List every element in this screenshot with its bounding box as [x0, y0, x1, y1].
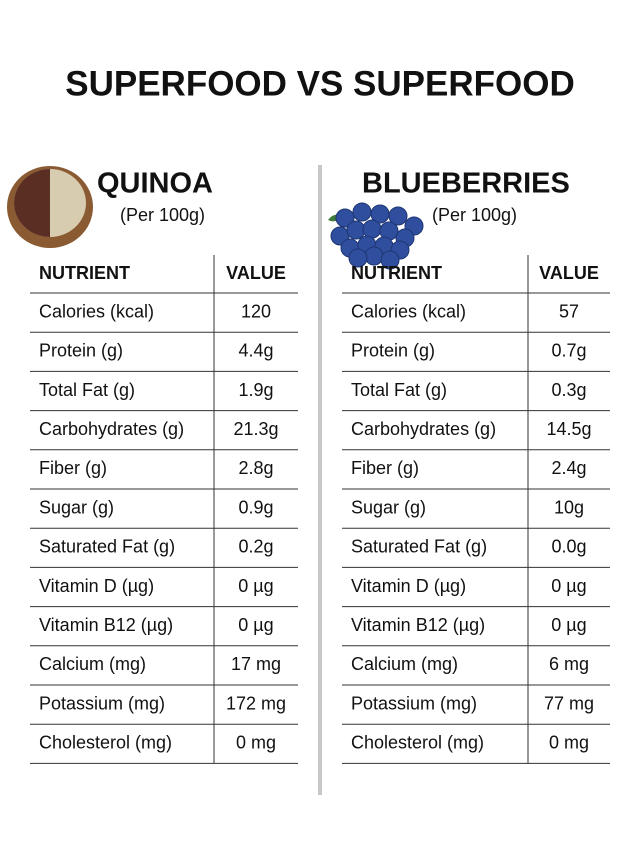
nutrient-cell: Vitamin B12 (µg) [351, 615, 485, 635]
value-cell: 77 mg [544, 693, 594, 713]
nutrient-cell: Sugar (g) [351, 497, 426, 517]
nutrient-cell: Protein (g) [39, 341, 123, 361]
value-cell: 0.0g [551, 537, 586, 557]
berry [388, 206, 408, 226]
value-cell: 0.3g [551, 380, 586, 400]
blueberries-image [328, 202, 424, 270]
value-cell: 57 [559, 301, 579, 321]
nutrient-cell: Carbohydrates (g) [39, 419, 184, 439]
nutrient-cell: Fiber (g) [39, 458, 107, 478]
nutrient-cell: Calories (kcal) [351, 301, 466, 321]
value-cell: 0 mg [236, 733, 276, 753]
nutrient-cell: Total Fat (g) [351, 380, 447, 400]
value-cell: 2.4g [551, 458, 586, 478]
berry [352, 202, 372, 222]
nutrient-cell: Vitamin D (µg) [39, 576, 154, 596]
table-header: NUTRIENT [351, 263, 442, 283]
berry [348, 248, 368, 268]
nutrient-cell: Cholesterol (mg) [39, 733, 172, 753]
berry [346, 220, 366, 240]
page-title: SUPERFOOD VS SUPERFOOD [65, 64, 575, 103]
nutrient-cell: Sugar (g) [39, 497, 114, 517]
table-header: NUTRIENT [39, 263, 130, 283]
value-cell: 4.4g [238, 341, 273, 361]
value-cell: 0 µg [551, 615, 586, 635]
value-cell: 172 mg [226, 693, 286, 713]
value-cell: 10g [554, 497, 584, 517]
table-header: VALUE [226, 263, 286, 283]
nutrient-cell: Cholesterol (mg) [351, 733, 484, 753]
table-header: VALUE [539, 263, 599, 283]
value-cell: 1.9g [238, 380, 273, 400]
panel-name: BLUEBERRIES [362, 168, 570, 200]
value-cell: 0 mg [549, 733, 589, 753]
nutrient-cell: Calcium (mg) [351, 654, 458, 674]
nutrient-cell: Protein (g) [351, 341, 435, 361]
nutrient-cell: Fiber (g) [351, 458, 419, 478]
nutrient-cell: Potassium (mg) [39, 693, 165, 713]
value-cell: 17 mg [231, 654, 281, 674]
nutrient-cell: Total Fat (g) [39, 380, 135, 400]
value-cell: 0 µg [238, 576, 273, 596]
panel-subtitle: (Per 100g) [120, 205, 205, 225]
berry [380, 250, 400, 270]
value-cell: 0 µg [238, 615, 273, 635]
nutrient-cell: Carbohydrates (g) [351, 419, 496, 439]
value-cell: 120 [241, 301, 271, 321]
nutrient-cell: Potassium (mg) [351, 693, 477, 713]
berry [335, 208, 355, 228]
nutrient-cell: Vitamin D (µg) [351, 576, 466, 596]
value-cell: 2.8g [238, 458, 273, 478]
nutrient-cell: Calories (kcal) [39, 301, 154, 321]
panel-name: QUINOA [97, 168, 213, 200]
value-cell: 21.3g [233, 419, 278, 439]
value-cell: 6 mg [549, 654, 589, 674]
nutrient-cell: Calcium (mg) [39, 654, 146, 674]
berry [362, 219, 382, 239]
value-cell: 14.5g [546, 419, 591, 439]
value-cell: 0.2g [238, 537, 273, 557]
value-cell: 0.7g [551, 341, 586, 361]
nutrient-cell: Vitamin B12 (µg) [39, 615, 173, 635]
value-cell: 0 µg [551, 576, 586, 596]
nutrient-cell: Saturated Fat (g) [351, 537, 487, 557]
quinoa-image [7, 166, 93, 248]
nutrient-cell: Saturated Fat (g) [39, 537, 175, 557]
panel-subtitle: (Per 100g) [432, 205, 517, 225]
value-cell: 0.9g [238, 497, 273, 517]
